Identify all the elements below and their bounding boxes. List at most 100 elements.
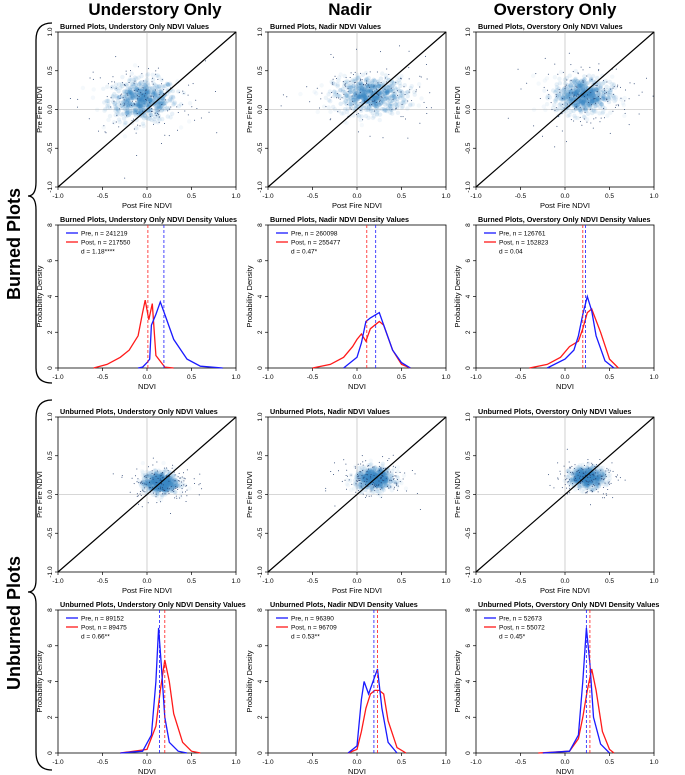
density-point — [135, 111, 141, 116]
outlier-point — [393, 478, 395, 480]
outlier-point — [586, 481, 588, 483]
outlier-point — [173, 491, 175, 493]
density-point — [586, 73, 592, 78]
density-point — [148, 98, 153, 103]
outlier-point — [425, 64, 427, 66]
density-point — [139, 98, 145, 103]
density-point — [157, 84, 162, 89]
density-point — [135, 103, 141, 108]
density-point — [389, 483, 395, 489]
outlier-point — [395, 81, 397, 83]
outlier-point — [346, 103, 348, 105]
outlier-point — [371, 100, 373, 102]
outlier-point — [557, 477, 559, 479]
density-point — [116, 108, 121, 114]
density-point — [376, 79, 381, 84]
outlier-point — [341, 480, 343, 482]
density-point — [132, 75, 138, 80]
outlier-point — [141, 73, 143, 75]
density-point — [390, 93, 395, 98]
outlier-point — [155, 70, 157, 72]
density-panel-b-d-o: Burned Plots, Overstory Only NDVI Densit… — [453, 215, 659, 391]
density-point — [91, 87, 96, 92]
density-point — [409, 83, 414, 89]
outlier-point — [159, 479, 161, 481]
x-axis-label: NDVI — [138, 382, 156, 391]
density-point — [158, 497, 164, 503]
density-point — [565, 113, 571, 118]
outlier-point — [585, 480, 587, 482]
outlier-point — [368, 495, 370, 497]
outlier-point — [602, 497, 604, 499]
outlier-point — [617, 104, 619, 106]
outlier-point — [176, 129, 178, 131]
outlier-point — [159, 110, 161, 112]
outlier-point — [356, 113, 358, 115]
density-point — [376, 84, 381, 89]
density-point — [137, 104, 143, 110]
outlier-point — [154, 112, 156, 114]
density-point — [131, 102, 137, 108]
outlier-point — [613, 86, 615, 88]
density-point — [123, 93, 128, 98]
outlier-point — [585, 471, 587, 473]
density-point — [328, 109, 333, 114]
outlier-point — [358, 479, 360, 481]
outlier-point — [598, 482, 600, 484]
density-point — [116, 117, 122, 122]
density-point — [137, 82, 142, 88]
density-point — [352, 97, 357, 102]
x-tick-label: -1.0 — [262, 374, 274, 381]
outlier-point — [160, 143, 162, 145]
outlier-point — [604, 92, 606, 94]
outlier-point — [366, 481, 368, 483]
outlier-point — [595, 85, 597, 87]
outlier-point — [181, 476, 183, 478]
outlier-point — [358, 475, 360, 477]
density-point — [132, 93, 138, 98]
outlier-point — [372, 466, 374, 468]
outlier-point — [610, 88, 612, 90]
outlier-point — [112, 473, 114, 475]
density-point — [384, 88, 390, 94]
outlier-point — [554, 146, 556, 148]
density-point — [159, 103, 165, 108]
outlier-point — [159, 475, 161, 477]
density-point — [120, 74, 125, 80]
outlier-point — [629, 82, 631, 84]
outlier-point — [569, 485, 571, 487]
outlier-point — [147, 97, 149, 99]
outlier-point — [401, 104, 403, 106]
density-point — [128, 96, 133, 101]
density-point — [367, 102, 373, 107]
outlier-point — [573, 94, 575, 96]
outlier-point — [624, 112, 626, 114]
density-point — [395, 99, 400, 105]
x-tick-label: -0.5 — [307, 374, 319, 381]
outlier-point — [572, 473, 574, 475]
outlier-point — [331, 92, 333, 94]
x-axis-label: Post Fire NDVI — [540, 586, 590, 595]
outlier-point — [592, 473, 594, 475]
outlier-point — [157, 113, 159, 115]
density-point — [359, 88, 364, 93]
outlier-point — [177, 111, 179, 113]
density-point — [344, 102, 349, 107]
outlier-point — [151, 111, 153, 113]
x-tick-label: -1.0 — [262, 759, 274, 766]
density-point — [396, 102, 402, 107]
density-point — [132, 110, 138, 115]
legend-pre-label: Pre, n = 96390 — [291, 616, 334, 623]
outlier-point — [390, 87, 392, 89]
outlier-point — [186, 469, 188, 471]
density-point — [133, 126, 139, 131]
density-point — [142, 87, 148, 93]
density-point — [381, 99, 386, 104]
outlier-point — [136, 113, 138, 115]
outlier-point — [615, 68, 617, 70]
density-point — [133, 107, 138, 112]
density-point — [395, 469, 400, 474]
density-point — [160, 107, 165, 112]
outlier-point — [180, 495, 182, 497]
